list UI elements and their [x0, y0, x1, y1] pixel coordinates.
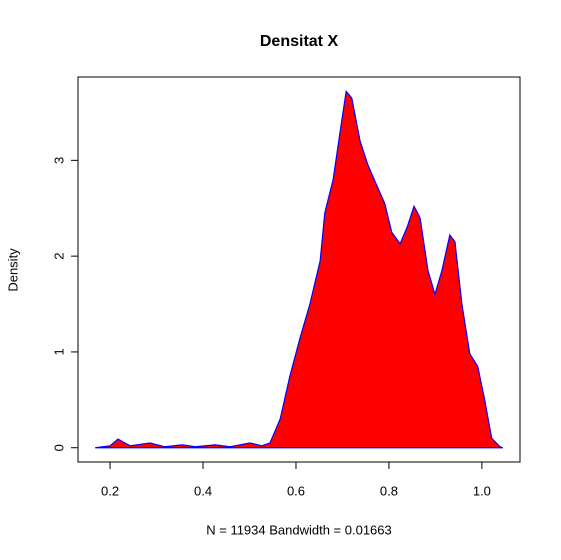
x-tick-label: 0.8	[380, 483, 398, 498]
x-tick-label: 1.0	[473, 483, 491, 498]
x-tick-label: 0.6	[287, 483, 305, 498]
x-axis-label: N = 11934 Bandwidth = 0.01663	[206, 522, 392, 537]
x-tick-label: 0.4	[194, 483, 212, 498]
density-area	[95, 89, 503, 449]
chart-title: Densitat X	[260, 33, 339, 50]
x-tick-label: 0.2	[101, 483, 119, 498]
y-tick-label: 2	[51, 253, 66, 260]
y-tick-label: 0	[51, 444, 66, 451]
y-tick-label: 1	[51, 348, 66, 355]
y-axis-label: Density	[5, 248, 20, 292]
y-tick-label: 3	[51, 157, 66, 164]
